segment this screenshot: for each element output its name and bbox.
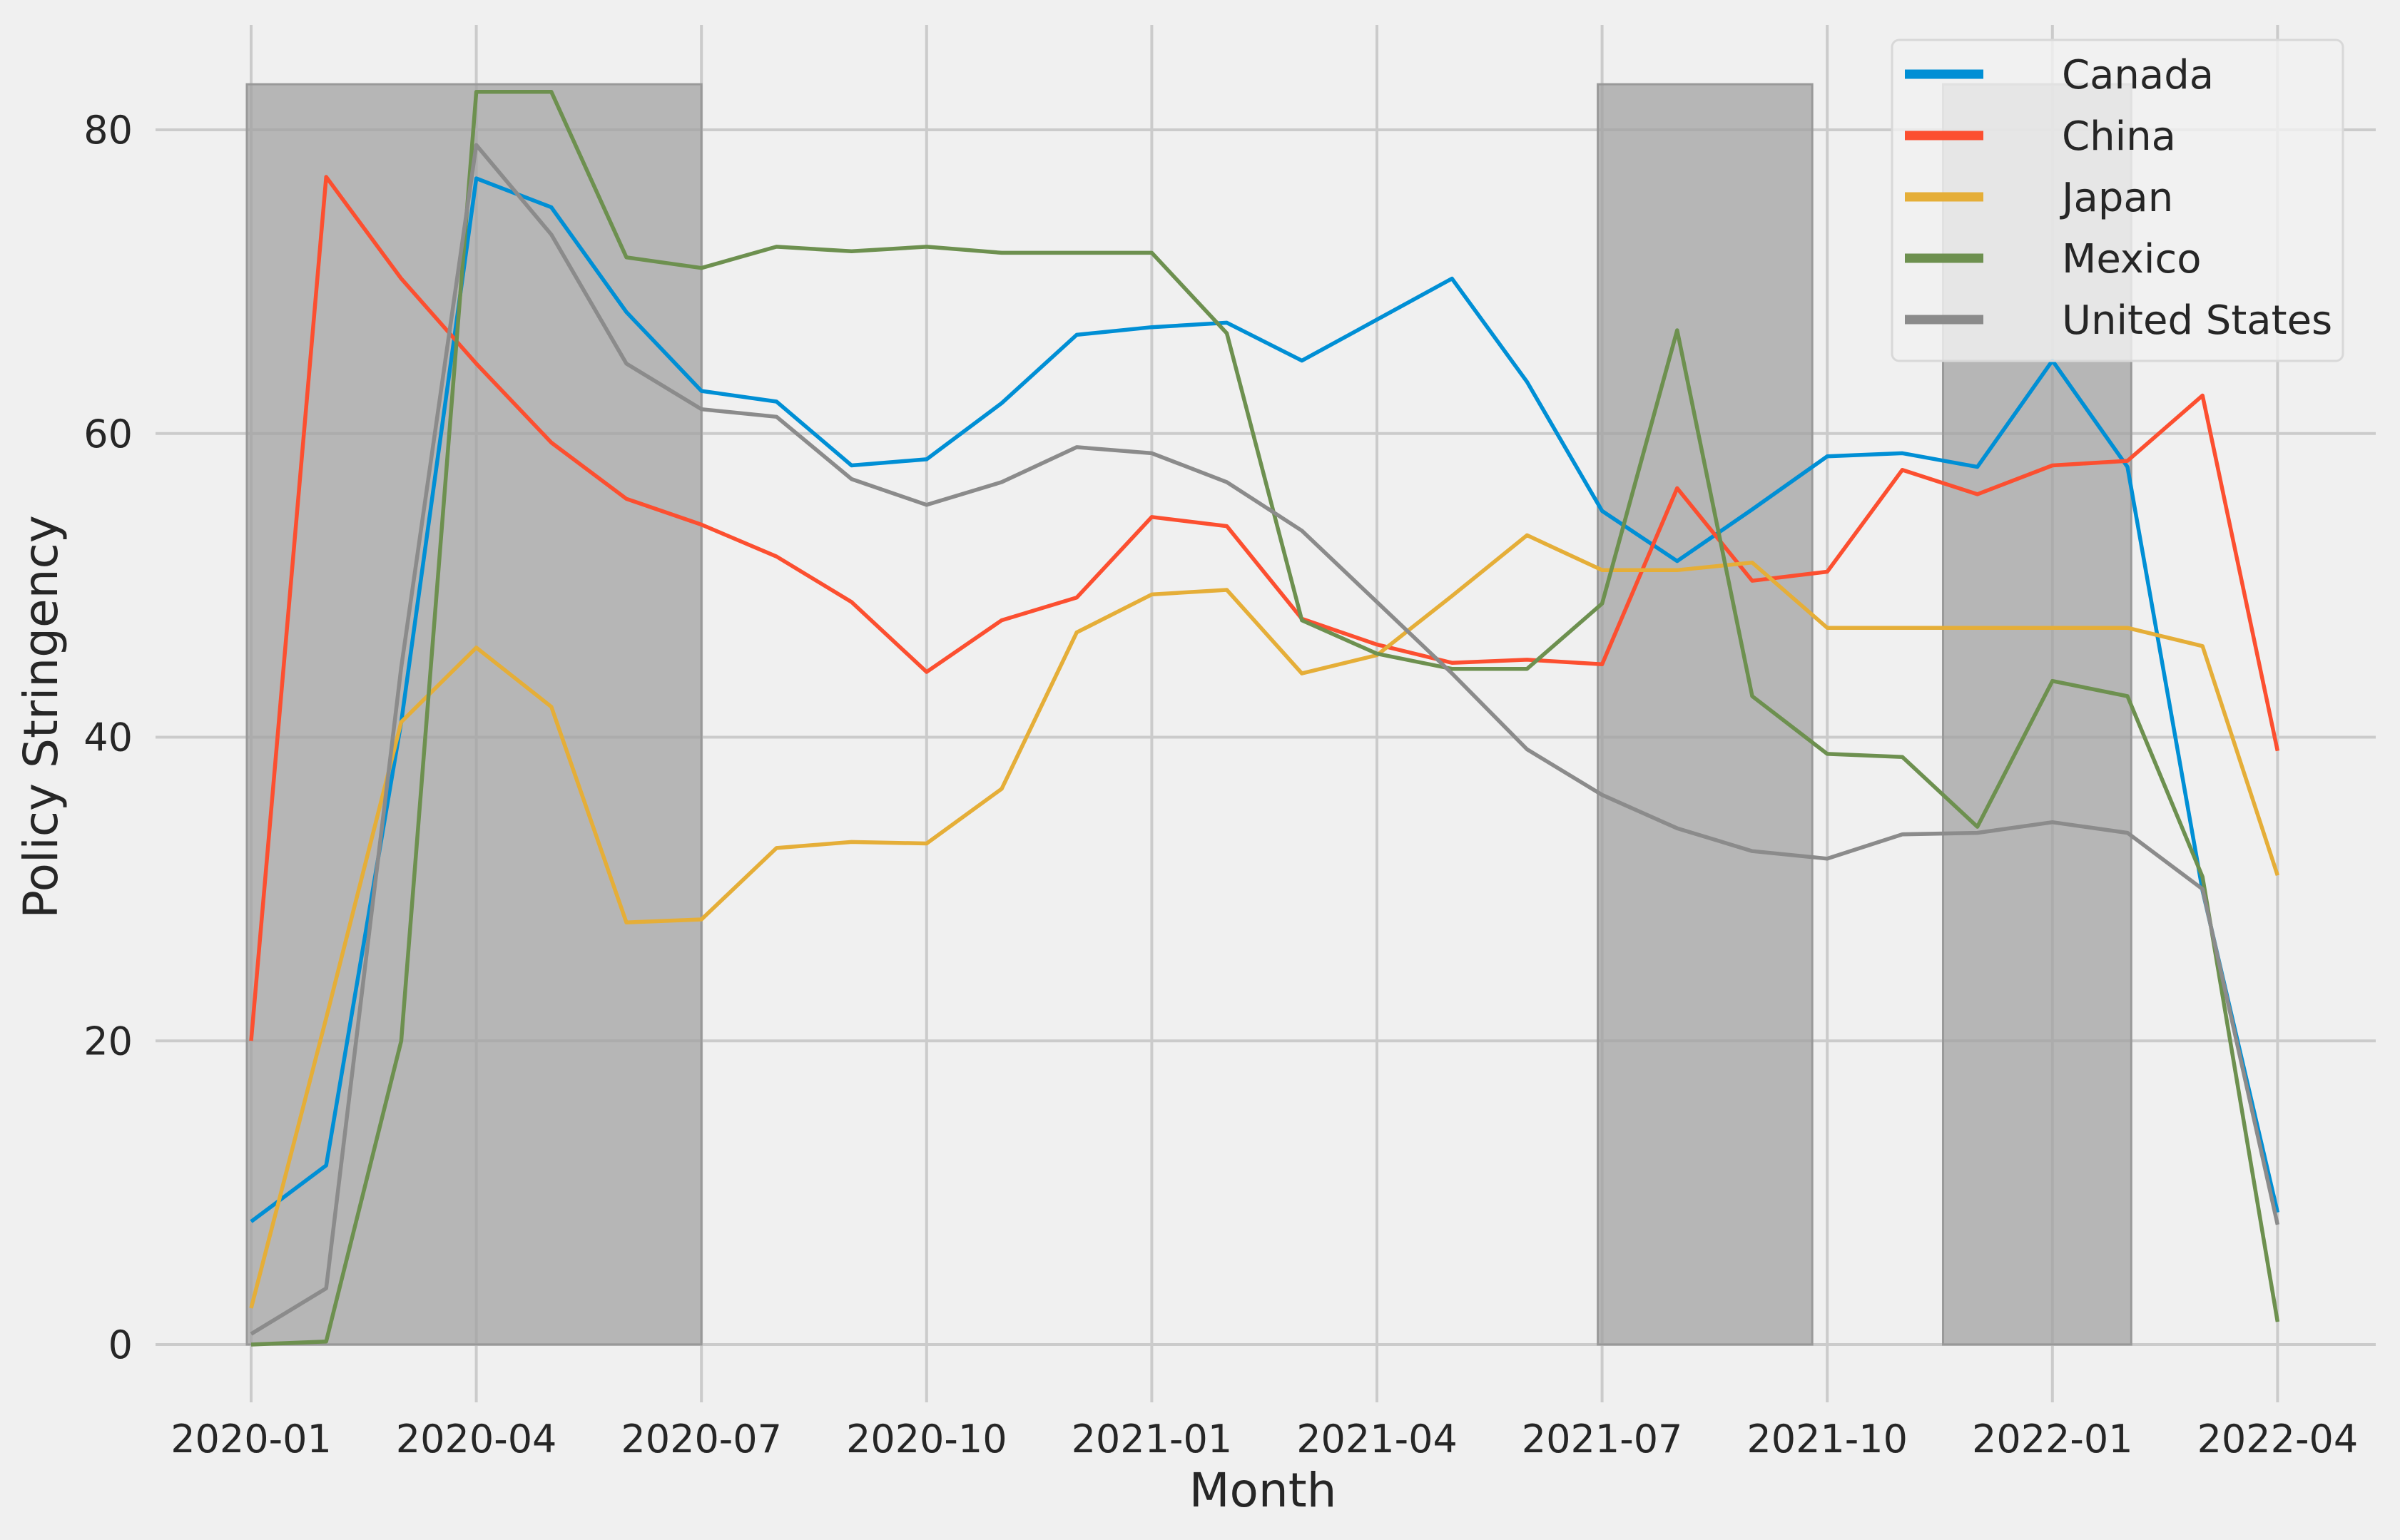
- series-line-japan: [249, 533, 2280, 1309]
- legend-box: [1891, 39, 2344, 362]
- shaded-period-2: [1597, 83, 1814, 1346]
- y-axis-title: Policy Stringency: [14, 515, 68, 919]
- x-tick-label-2020-04: 2020-04: [396, 1417, 557, 1462]
- legend: Canada China Japan Mexico United States: [1891, 39, 2344, 362]
- x-tick-label-2022-04: 2022-04: [2197, 1417, 2359, 1462]
- legend-label-japan: Japan: [2060, 175, 2173, 221]
- x-tick-label-2021-04: 2021-04: [1296, 1417, 1458, 1462]
- legend-label-canada: Canada: [2062, 52, 2214, 98]
- x-tick-label-2022-01: 2022-01: [1972, 1417, 2133, 1462]
- x-tick-label-2020-01: 2020-01: [171, 1417, 332, 1462]
- y-tick-label-20: 20: [83, 1019, 133, 1064]
- series-line-canada: [250, 176, 2280, 1223]
- legend-label-mexico: Mexico: [2062, 236, 2202, 282]
- x-tick-labels: 2020-01 2020-04 2020-07 2020-10 2021-01 2021-…: [171, 1417, 2358, 1462]
- y-tick-label-40: 40: [83, 715, 133, 760]
- series-line-mexico: [250, 90, 2280, 1347]
- y-tick-label-80: 80: [83, 108, 133, 153]
- legend-label-china: China: [2062, 113, 2176, 160]
- x-tick-label-2020-07: 2020-07: [621, 1417, 782, 1462]
- x-axis-title: Month: [1189, 1463, 1337, 1518]
- x-tick-label-2021-10: 2021-10: [1746, 1417, 1908, 1462]
- shaded-period-1: [245, 83, 703, 1346]
- series-line-united-states: [250, 143, 2280, 1336]
- x-tick-label-2021-01: 2021-01: [1072, 1417, 1233, 1462]
- y-tick-labels: 0 20 40 60 80: [83, 108, 133, 1367]
- legend-label-united-states: United States: [2062, 297, 2332, 344]
- x-tick-label-2021-07: 2021-07: [1522, 1417, 1683, 1462]
- series-line-china: [249, 175, 2280, 1041]
- x-tick-label-2020-10: 2020-10: [846, 1417, 1007, 1462]
- y-tick-label-60: 60: [83, 412, 133, 457]
- series-lines: [249, 90, 2280, 1347]
- y-tick-label-0: 0: [108, 1322, 133, 1367]
